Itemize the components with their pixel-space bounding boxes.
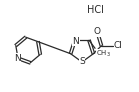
Text: #2a2a2a: #2a2a2a (95, 9, 101, 10)
Text: HCl: HCl (87, 5, 103, 15)
Text: CH$_3$: CH$_3$ (96, 49, 111, 60)
Text: N: N (14, 54, 20, 63)
Text: Cl: Cl (114, 41, 123, 50)
Text: O: O (94, 27, 101, 36)
Text: S: S (79, 56, 85, 66)
Text: N: N (73, 37, 79, 46)
